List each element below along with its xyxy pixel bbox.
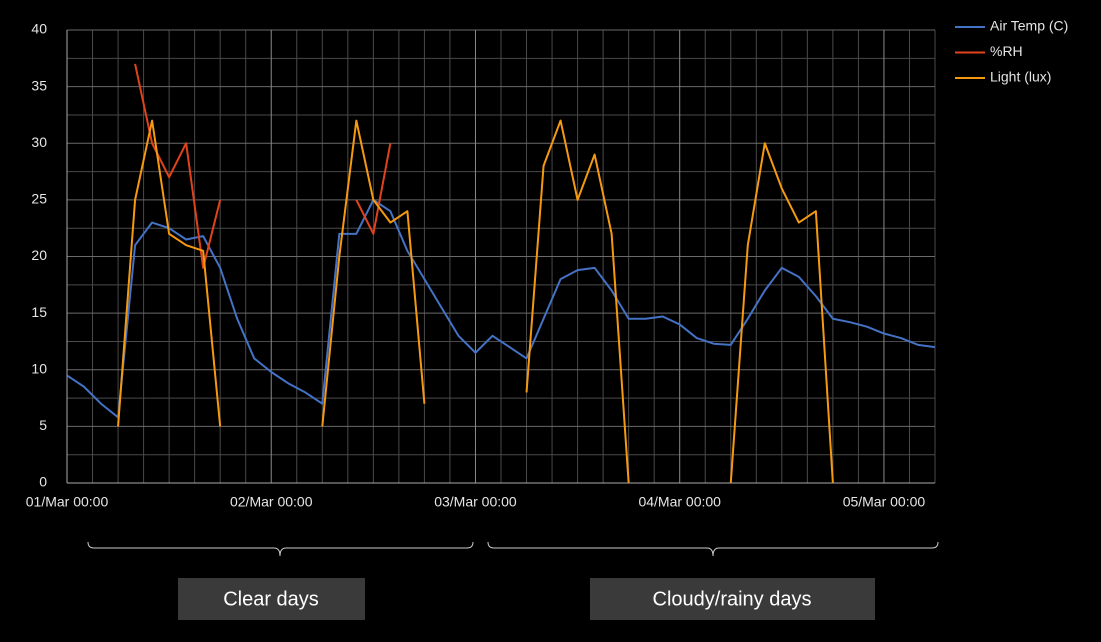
series-line [67,198,935,419]
y-tick-label: 25 [31,191,47,207]
grid [66,29,936,484]
y-tick-label: 0 [39,474,47,490]
legend-label: %RH [990,43,1023,59]
x-tick-label: 02/Mar 00:00 [230,494,313,510]
annotation: Clear days [223,588,319,610]
annotation-box [178,578,365,620]
y-tick-label: 10 [31,360,47,376]
y-tick-label: 15 [31,304,47,320]
y-tick-label: 5 [39,417,47,433]
legend-label: Air Temp (C) [990,18,1068,34]
annotation: Cloudy/rainy days [653,588,812,610]
annotation-box [590,578,875,620]
labels: 0 5 10 15 20 25 30 35 40 01/Mar 00:00 02/Mar 00:00… [26,18,1069,510]
y-tick-label: 35 [31,77,47,93]
x-tick-label: 01/Mar 00:00 [26,494,109,510]
y-tick-label: 30 [31,134,47,150]
y-tick-label: 40 [31,21,47,37]
x-tick-label: 04/Mar 00:00 [638,494,721,510]
bracket [487,541,939,557]
plot-area [67,63,935,483]
series-line [134,63,392,269]
legend-label: Light (lux) [990,69,1051,85]
bracket [87,541,474,557]
x-tick-label: 05/Mar 00:00 [843,494,926,510]
y-tick-label: 20 [31,247,47,263]
x-tick-label: 03/Mar 00:00 [434,494,517,510]
